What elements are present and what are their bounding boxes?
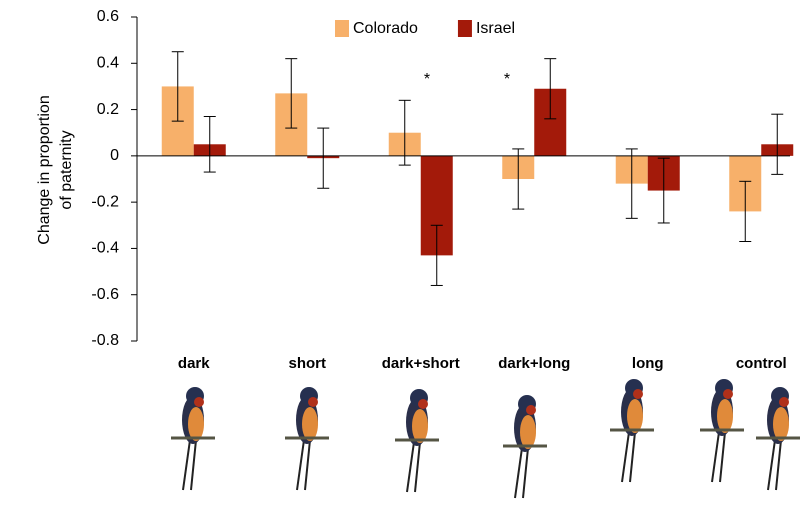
- y-tick-label: -0.6: [91, 286, 119, 303]
- legend-label: Israel: [476, 20, 515, 37]
- y-axis-label: of paternity: [58, 130, 75, 209]
- annotation: *: [504, 71, 510, 88]
- legend-swatch: [335, 20, 349, 37]
- annotation: *: [424, 71, 430, 88]
- y-tick-label: -0.2: [91, 193, 119, 210]
- error-bar: [771, 114, 783, 174]
- y-tick-label: -0.8: [91, 332, 119, 349]
- x-tick-label: control: [736, 355, 787, 372]
- y-axis-label: Change in proportion: [36, 95, 53, 244]
- error-bar: [204, 117, 216, 173]
- x-tick-label: dark+long: [498, 355, 570, 372]
- legend-swatch: [458, 20, 472, 37]
- y-tick-label: 0: [110, 147, 119, 164]
- bird-illustrations: [171, 379, 800, 498]
- x-tick-label: short: [289, 355, 327, 372]
- x-tick-label: long: [632, 355, 664, 372]
- x-tick-label: dark+short: [382, 355, 460, 372]
- x-tick-label: dark: [178, 355, 210, 372]
- y-tick-label: 0.4: [97, 55, 119, 72]
- legend-label: Colorado: [353, 20, 418, 37]
- y-tick-label: 0.2: [97, 101, 119, 118]
- y-tick-label: -0.4: [91, 240, 119, 257]
- chart: Change in proportion of paternity -0.8 -0…: [0, 0, 800, 513]
- y-tick-label: 0.6: [97, 8, 119, 25]
